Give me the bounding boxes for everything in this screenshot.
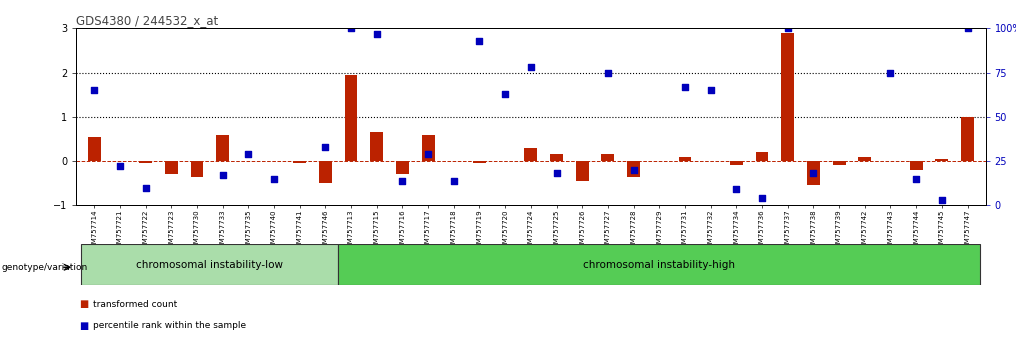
Point (112, 164, 128, 169)
Point (831, 229, 847, 235)
Point (240, 151, 256, 157)
Bar (139, 161, 152, 163)
Bar (524, 148, 537, 161)
Point (934, 197, 950, 203)
Point (754, 195, 770, 201)
Point (651, 229, 668, 235)
Text: GDS4380 / 244532_x_at: GDS4380 / 244532_x_at (76, 14, 218, 27)
Point (908, 176, 925, 182)
Bar (833, 161, 845, 166)
Point (626, 167, 642, 173)
Bar (756, 152, 768, 161)
Bar (370, 132, 383, 161)
FancyBboxPatch shape (338, 244, 980, 285)
Point (164, 224, 180, 229)
Bar (344, 75, 358, 161)
Text: genotype/variation: genotype/variation (1, 263, 87, 272)
Point (728, 187, 745, 192)
Bar (627, 161, 640, 177)
Text: chromosomal instability-high: chromosomal instability-high (583, 259, 736, 270)
Text: transformed count: transformed count (93, 300, 178, 309)
Point (599, 70, 616, 75)
Text: ■: ■ (79, 299, 88, 309)
Bar (396, 161, 408, 175)
FancyBboxPatch shape (81, 244, 338, 285)
Point (471, 38, 488, 44)
Point (549, 171, 565, 176)
Point (189, 224, 205, 229)
Bar (601, 154, 615, 161)
Bar (473, 161, 486, 163)
Bar (729, 161, 743, 166)
Text: ■: ■ (79, 321, 88, 331)
Point (702, 87, 718, 93)
Bar (191, 161, 203, 177)
Bar (859, 156, 871, 161)
Text: percentile rank within the sample: percentile rank within the sample (93, 321, 247, 330)
Point (522, 64, 538, 70)
Bar (781, 33, 795, 161)
Point (574, 224, 590, 229)
Point (369, 31, 385, 36)
Point (292, 215, 308, 221)
Point (677, 84, 693, 90)
Bar (807, 161, 820, 185)
Point (86, 87, 103, 93)
Point (137, 185, 153, 190)
Bar (87, 137, 101, 161)
Point (882, 70, 898, 75)
Point (497, 91, 513, 97)
Bar (422, 135, 435, 161)
Bar (909, 161, 923, 170)
Point (806, 171, 822, 176)
Point (959, 25, 975, 31)
Bar (961, 117, 974, 161)
Text: chromosomal instability-low: chromosomal instability-low (136, 259, 283, 270)
Bar (216, 135, 229, 161)
Point (214, 172, 231, 178)
Bar (165, 161, 178, 175)
Bar (319, 161, 332, 183)
Bar (550, 154, 563, 161)
Point (779, 25, 796, 31)
Bar (576, 161, 588, 181)
Bar (936, 159, 948, 161)
Point (420, 151, 436, 157)
Point (446, 178, 462, 183)
Point (343, 25, 360, 31)
Point (856, 229, 873, 235)
Point (266, 176, 282, 182)
Point (394, 178, 410, 183)
Bar (679, 156, 692, 161)
Bar (294, 161, 306, 163)
Point (317, 144, 333, 150)
